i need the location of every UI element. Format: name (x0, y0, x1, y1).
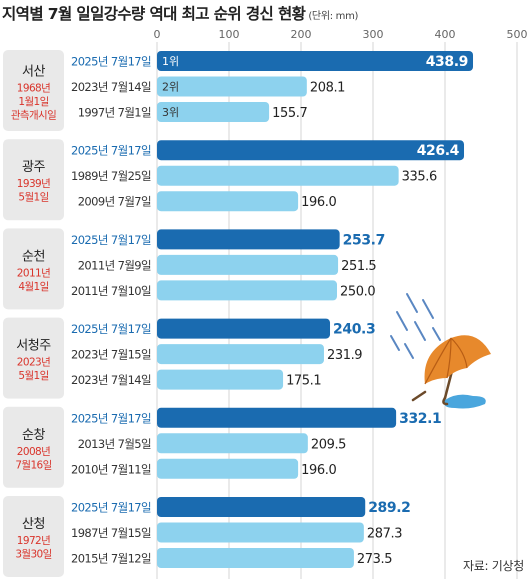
established-date: 1939년 (17, 178, 50, 190)
region-box (3, 50, 64, 131)
x-tick-label: 200 (291, 28, 312, 41)
bar-date-label: 2025년 7월17일 (71, 55, 151, 69)
value-label: 196.0 (301, 463, 336, 478)
bar-date-label: 2025년 7월17일 (71, 501, 151, 515)
bar (157, 76, 307, 97)
bar (157, 254, 339, 275)
bar (157, 229, 340, 250)
bar-date-label: 2025년 7월17일 (71, 233, 151, 247)
region-box (3, 228, 64, 310)
value-label: 208.1 (310, 81, 345, 96)
value-label: 289.2 (368, 500, 410, 516)
bar (157, 165, 399, 186)
established-date: 2011년 (17, 267, 50, 279)
bar (157, 51, 474, 71)
established-date: 4월1일 (18, 280, 48, 293)
bar (157, 102, 270, 122)
source-note: 자료: 기상청 (463, 559, 524, 573)
bar (157, 433, 308, 454)
established-date: 5월1일 (18, 191, 48, 204)
region-name: 서산 (22, 64, 45, 79)
bar (157, 458, 299, 479)
umbrella-illustration (390, 293, 491, 409)
x-tick-label: 500 (507, 28, 528, 41)
bar (157, 522, 364, 543)
value-label: 250.0 (340, 284, 375, 299)
bar (157, 191, 299, 212)
established-date: 2023년 (17, 357, 50, 369)
bar-date-label: 1997년 7월1일 (78, 106, 151, 120)
rank-label: 2위 (162, 81, 179, 94)
bar-date-label: 2011년 7월10일 (71, 284, 151, 298)
value-label: 240.3 (333, 322, 375, 338)
value-label: 175.1 (286, 374, 321, 389)
value-label: 231.9 (327, 348, 362, 363)
bar-date-label: 2023년 7월14일 (71, 80, 151, 94)
value-label: 273.5 (357, 552, 392, 567)
value-label: 253.7 (343, 232, 385, 248)
bar-date-label: 2023년 7월14일 (71, 373, 151, 387)
chart-title: 지역별 7월 일일강수량 역대 최고 순위 경신 현황 (2, 5, 306, 23)
bar (157, 280, 337, 301)
value-label: 209.5 (311, 437, 346, 452)
bar (157, 318, 331, 339)
unit-label: (단위: mm) (308, 11, 359, 22)
value-label: 251.5 (341, 259, 376, 274)
bar-date-label: 2010년 7월11일 (71, 462, 151, 476)
value-label: 335.6 (402, 170, 437, 185)
region-name: 순천 (22, 249, 45, 264)
established-date: 1월1일 (18, 95, 48, 108)
x-tick-label: 400 (435, 28, 456, 41)
rank-label: 1위 (162, 55, 179, 68)
bar-date-label: 2011년 7월9일 (78, 258, 151, 272)
established-date: 관측개시일 (11, 108, 56, 121)
region-name: 서청주 (16, 339, 51, 354)
region-name: 순창 (22, 428, 45, 443)
region-name: 산청 (22, 517, 45, 532)
value-label: 438.9 (426, 54, 468, 70)
bar-date-label: 2025년 7월17일 (71, 322, 151, 336)
region-box (3, 139, 64, 221)
bar-date-label: 1987년 7월15일 (71, 526, 151, 540)
region-box (3, 317, 64, 399)
established-date: 3월30일 (15, 548, 51, 561)
bar-date-label: 2009년 7월7일 (78, 195, 151, 209)
region-box (3, 406, 64, 488)
bar (157, 140, 465, 161)
bar-date-label: 2013년 7월5일 (78, 437, 151, 451)
x-tick-label: 100 (219, 28, 240, 41)
x-tick-label: 0 (154, 28, 161, 41)
bar (157, 344, 324, 365)
bar-date-label: 2015년 7월12일 (71, 552, 151, 566)
value-label: 196.0 (301, 195, 336, 210)
rank-label: 3위 (162, 106, 179, 119)
bar (157, 548, 354, 568)
bar-date-label: 2025년 7월17일 (71, 144, 151, 158)
established-date: 1972년 (17, 535, 50, 547)
x-tick-label: 300 (363, 28, 384, 41)
bar-date-label: 2023년 7월15일 (71, 348, 151, 362)
bar (157, 497, 366, 517)
established-date: 2008년 (17, 446, 50, 458)
chart-title-area: 지역별 7월 일일강수량 역대 최고 순위 경신 현황 (단위: mm) (2, 2, 358, 24)
value-label: 332.1 (399, 411, 441, 427)
bar (157, 369, 284, 390)
established-date: 7월16일 (15, 458, 51, 471)
region-box (3, 496, 64, 577)
established-date: 1968년 (17, 82, 50, 94)
established-date: 5월1일 (18, 369, 48, 382)
value-label: 426.4 (417, 143, 460, 159)
region-name: 광주 (22, 160, 45, 175)
value-label: 287.3 (367, 527, 402, 542)
bar-date-label: 1989년 7월25일 (71, 169, 151, 183)
bar-date-label: 2025년 7월17일 (71, 411, 151, 425)
bar (157, 407, 397, 428)
value-label: 155.7 (272, 106, 307, 121)
